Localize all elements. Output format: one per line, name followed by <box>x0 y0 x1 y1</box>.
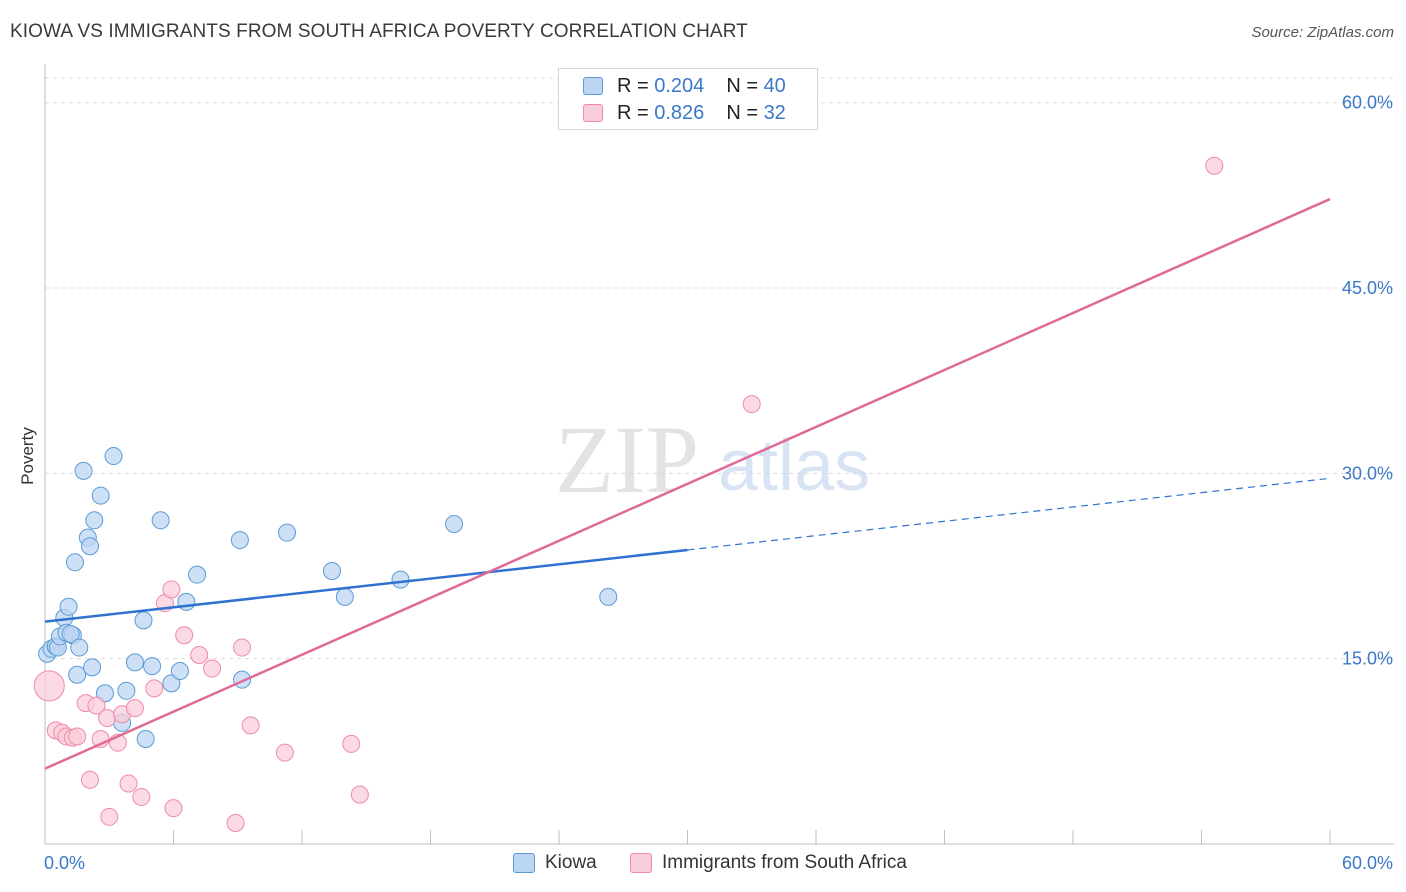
kiowa-point <box>80 537 99 556</box>
kiowa-trend-line <box>44 548 688 623</box>
kiowa-point <box>59 597 78 616</box>
south-africa-point <box>175 626 194 645</box>
kiowa-point <box>151 511 170 530</box>
south-africa-point <box>33 670 65 702</box>
kiowa-point <box>143 657 162 676</box>
kiowa-point <box>85 511 104 530</box>
kiowa-point <box>278 523 297 542</box>
kiowa-point <box>104 447 123 466</box>
y-tick-label: 30.0% <box>1342 463 1393 483</box>
kiowa-point <box>74 461 93 480</box>
south-africa-point <box>342 734 361 753</box>
x-tick-label: 0.0% <box>44 853 85 873</box>
kiowa-point <box>70 638 89 657</box>
kiowa-point <box>65 553 84 572</box>
south-africa-points <box>33 156 1224 832</box>
n-value: 40 <box>763 74 786 97</box>
kiowa-point <box>125 653 144 672</box>
r-label: R = <box>617 74 649 97</box>
axes <box>44 64 1394 845</box>
south-africa-point <box>145 679 164 698</box>
south-africa-point <box>80 770 99 789</box>
south-africa-point <box>125 699 144 718</box>
n-label: N = <box>726 101 758 124</box>
grid-lines <box>45 77 1394 660</box>
r-label: R = <box>617 101 649 124</box>
kiowa-point <box>134 611 153 630</box>
legend-label-kiowa: Kiowa <box>545 852 597 873</box>
south-africa-point <box>68 727 87 746</box>
kiowa-point <box>61 624 80 643</box>
south-africa-trend-line <box>44 197 1331 770</box>
kiowa-point <box>95 684 114 703</box>
south-africa-swatch <box>583 104 603 122</box>
r-value: 0.204 <box>654 74 705 97</box>
source-label: Source: ZipAtlas.com <box>1251 24 1394 41</box>
south-africa-point <box>226 813 245 832</box>
kiowa-point <box>391 570 410 589</box>
kiowa-point <box>445 515 464 534</box>
chart-title: KIOWA VS IMMIGRANTS FROM SOUTH AFRICA PO… <box>10 21 748 42</box>
kiowa-point <box>83 658 102 677</box>
south-africa-point <box>233 638 252 657</box>
n-value: 32 <box>763 101 786 124</box>
watermark-zip: ZIP <box>555 406 699 513</box>
legend-label-south-africa: Immigrants from South Africa <box>662 852 907 873</box>
kiowa-point <box>230 531 249 550</box>
tick-labels: 15.0% 30.0% 45.0% 60.0% 0.0% 60.0% <box>44 93 1393 873</box>
kiowa-point <box>68 665 87 684</box>
legend-row-kiowa: R = 0.204 N = 40 <box>583 73 786 99</box>
kiowa-swatch <box>583 77 603 95</box>
kiowa-point <box>162 674 181 693</box>
south-africa-point <box>241 716 260 735</box>
kiowa-swatch <box>513 853 535 873</box>
south-africa-swatch <box>630 853 652 873</box>
south-africa-point <box>164 799 183 818</box>
series-legend: Kiowa Immigrants from South Africa <box>0 850 1406 878</box>
kiowa-point <box>599 587 618 606</box>
kiowa-point <box>91 486 110 505</box>
south-africa-point <box>132 788 151 807</box>
legend-item-south-africa[interactable]: Immigrants from South Africa <box>630 852 907 874</box>
x-tick-label: 60.0% <box>1342 853 1393 873</box>
kiowa-point <box>322 561 341 580</box>
kiowa-point <box>136 729 155 748</box>
kiowa-points <box>38 447 618 748</box>
legend-item-kiowa[interactable]: Kiowa <box>513 852 597 874</box>
watermark-atlas: atlas <box>718 426 870 506</box>
kiowa-point <box>188 565 207 584</box>
y-tick-label: 15.0% <box>1342 649 1393 669</box>
kiowa-point <box>335 587 354 606</box>
y-axis-label: Poverty <box>18 427 37 485</box>
kiowa-point <box>177 592 196 611</box>
south-africa-point <box>162 580 181 599</box>
south-africa-point <box>119 774 138 793</box>
south-africa-point <box>1205 156 1224 175</box>
n-label: N = <box>726 74 758 97</box>
legend-row-south-africa: R = 0.826 N = 32 <box>583 100 786 126</box>
y-tick-label: 45.0% <box>1342 278 1393 298</box>
trend-lines <box>44 197 1331 770</box>
y-tick-label: 60.0% <box>1342 93 1393 113</box>
south-africa-point <box>87 696 106 715</box>
south-africa-point <box>98 708 117 727</box>
south-africa-point <box>203 659 222 678</box>
south-africa-point <box>100 807 119 826</box>
kiowa-point <box>170 662 189 681</box>
kiowa-point <box>117 681 136 700</box>
r-value: 0.826 <box>654 101 705 124</box>
south-africa-point <box>742 395 761 414</box>
south-africa-point <box>190 645 209 664</box>
south-africa-point <box>275 743 294 762</box>
correlation-legend: R = 0.204 N = 40 R = 0.826 N = 32 <box>558 68 818 130</box>
south-africa-point <box>350 785 369 804</box>
